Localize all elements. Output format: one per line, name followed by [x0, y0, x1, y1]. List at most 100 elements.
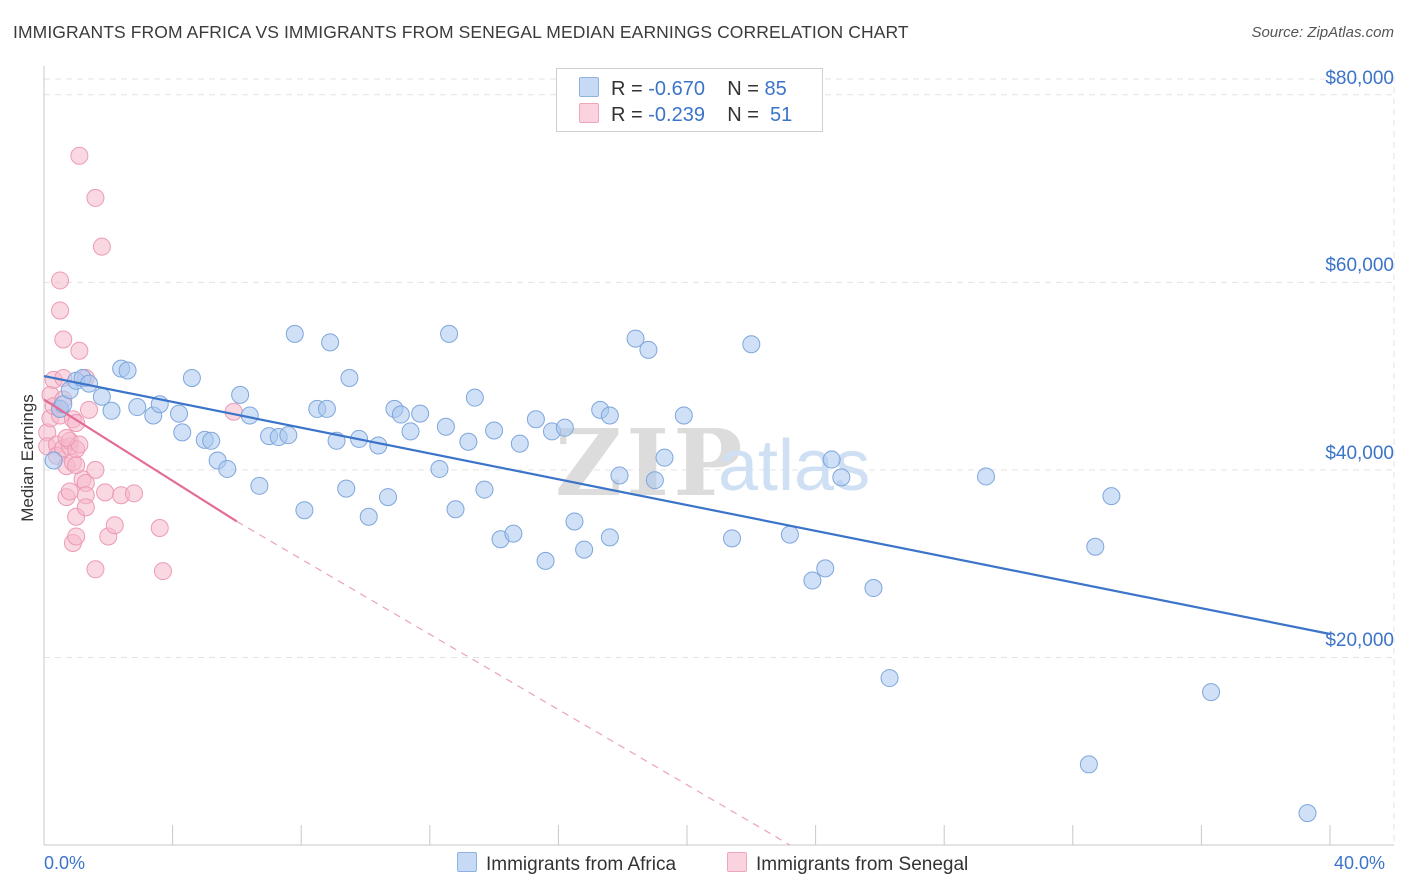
africa-point: [321, 333, 340, 352]
africa-point: [1086, 537, 1105, 556]
senegal-point: [57, 428, 76, 447]
africa-point: [173, 423, 192, 442]
africa-point: [379, 488, 398, 507]
africa-point: [128, 398, 147, 417]
africa-point: [340, 368, 359, 387]
africa-point: [317, 399, 336, 418]
senegal-point: [125, 484, 144, 503]
senegal-trend-line: [43, 398, 238, 523]
africa-point: [401, 422, 420, 441]
bottom-legend-label: Immigrants from Africa: [486, 854, 677, 875]
africa-point: [459, 432, 478, 451]
senegal-point: [96, 483, 115, 502]
africa-point: [504, 524, 523, 543]
legend-row-senegal: R = -0.239 N = 51: [579, 103, 792, 127]
source-label: Source: ZipAtlas.com: [1251, 24, 1394, 41]
senegal-point: [86, 188, 105, 207]
africa-point: [102, 401, 121, 420]
africa-point: [337, 479, 356, 498]
africa-point: [555, 418, 574, 437]
legend-r-value: -0.239: [648, 104, 705, 126]
africa-point: [655, 448, 674, 467]
gridlines: [44, 76, 1395, 845]
senegal-point: [51, 301, 70, 320]
watermark-zip: ZIP: [555, 409, 746, 517]
legend-swatch-senegal: [579, 103, 599, 123]
africa-point: [295, 501, 314, 520]
africa-point: [430, 459, 449, 478]
africa-point: [674, 406, 693, 425]
legend-n-label: N =: [727, 104, 759, 126]
africa-point: [645, 471, 664, 490]
africa-point: [803, 571, 822, 590]
legend-row-africa: R = -0.670 N = 85: [579, 77, 787, 101]
africa-point: [600, 406, 619, 425]
africa-point: [816, 559, 835, 578]
senegal-trend-extension: [236, 520, 791, 846]
senegal-point: [70, 146, 89, 165]
africa-point: [600, 528, 619, 547]
africa-point: [440, 324, 459, 343]
chart-title: IMMIGRANTS FROM AFRICA VS IMMIGRANTS FRO…: [13, 22, 909, 42]
africa-point: [369, 436, 388, 455]
africa-point: [864, 579, 883, 598]
africa-point: [202, 431, 221, 450]
africa-point: [510, 434, 529, 453]
africa-point: [118, 361, 137, 380]
africa-point: [44, 451, 63, 470]
senegal-point: [67, 413, 86, 432]
watermark: ZIP atlas: [555, 409, 870, 517]
senegal-point: [51, 271, 70, 290]
senegal-point: [150, 519, 169, 538]
senegal-point: [92, 237, 111, 256]
africa-point: [485, 421, 504, 440]
africa-point: [231, 385, 250, 404]
trend-lines: [43, 375, 1331, 846]
bottom-legend-africa: Immigrants from Africa: [457, 852, 676, 876]
y-tick-label: $60,000: [1325, 255, 1394, 277]
africa-point: [639, 340, 658, 359]
senegal-point: [153, 562, 172, 581]
africa-point: [436, 417, 455, 436]
africa-point: [1202, 683, 1221, 702]
bottom-legend-swatch-senegal: [727, 852, 747, 872]
africa-point: [742, 335, 761, 354]
y-axis-label: Median Earnings: [18, 394, 37, 522]
africa-point: [780, 525, 799, 544]
africa-point: [822, 450, 841, 469]
correlation-legend: R = -0.670 N = 85 R = -0.239 N = 51: [556, 68, 823, 132]
africa-point: [279, 426, 298, 445]
africa-point: [218, 459, 237, 478]
senegal-point: [86, 460, 105, 479]
senegal-point: [60, 482, 79, 501]
legend-swatch-africa: [579, 77, 599, 97]
legend-r-label: R =: [611, 104, 643, 126]
africa-point: [1298, 804, 1317, 823]
y-tick-label: $40,000: [1325, 442, 1394, 464]
africa-point: [610, 466, 629, 485]
africa-point: [976, 467, 995, 486]
africa-trend-line: [43, 375, 1331, 636]
axes: [43, 66, 1394, 846]
senegal-point: [105, 516, 124, 535]
senegal-point: [80, 400, 99, 419]
africa-point: [465, 388, 484, 407]
senegal-point: [70, 341, 89, 360]
africa-point: [250, 476, 269, 495]
africa-point: [723, 529, 742, 548]
y-tick-label: $80,000: [1325, 67, 1394, 89]
africa-point: [446, 500, 465, 519]
senegal-point: [76, 498, 95, 517]
x-tick-max: 40.0%: [1334, 853, 1386, 873]
africa-point: [536, 551, 555, 570]
legend-r-label: R =: [611, 78, 643, 100]
africa-point: [411, 404, 430, 423]
legend-n-label: N =: [727, 78, 759, 100]
africa-point: [565, 512, 584, 531]
africa-point: [880, 669, 899, 688]
africa-point: [1102, 487, 1121, 506]
africa-point: [1079, 755, 1098, 774]
senegal-point: [224, 402, 243, 421]
senegal-points: [38, 146, 243, 581]
